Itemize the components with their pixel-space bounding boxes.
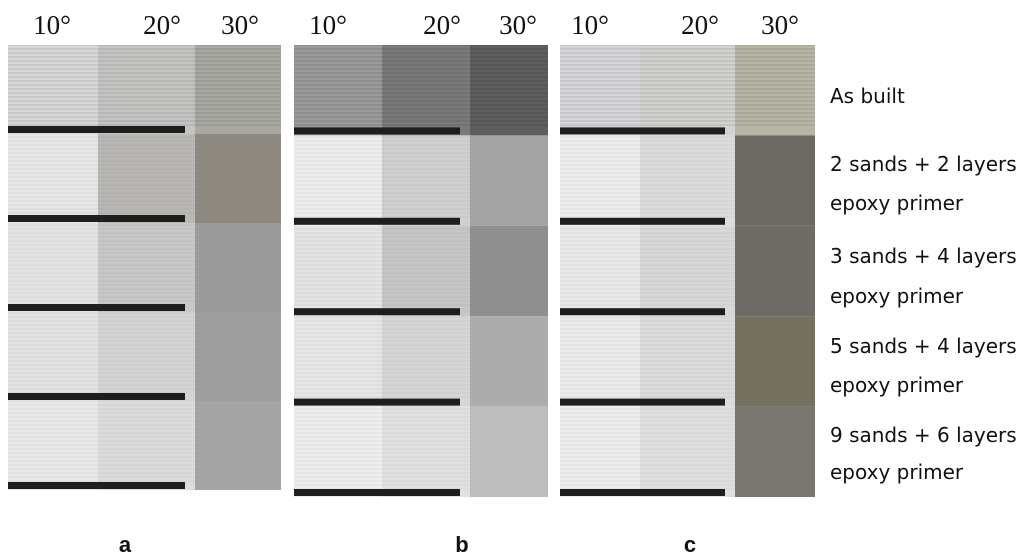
photo-tile [195, 134, 281, 223]
texture [382, 45, 470, 127]
angle-header: 10° [309, 10, 347, 40]
photo-tile [195, 401, 281, 490]
texture [560, 45, 640, 127]
photo-tile [735, 407, 815, 497]
shadow-strip [8, 304, 185, 311]
row-label: 5 sands + 4 layers [830, 334, 1017, 358]
row-label: epoxy primer [830, 373, 964, 397]
texture [294, 407, 382, 489]
texture [382, 407, 470, 489]
shadow-strip [294, 218, 460, 225]
angle-header: 20° [143, 10, 181, 40]
texture [470, 45, 548, 127]
row-label: epoxy primer [830, 460, 964, 484]
angle-header: 30° [761, 10, 799, 40]
texture [195, 45, 281, 126]
shadow-strip [560, 218, 725, 225]
figure: 10° 20° 30° a 10° 20° 30° b 10° 20° 30° c As built 2 … [0, 0, 1024, 557]
texture [640, 226, 735, 308]
photo-tile [470, 407, 548, 497]
texture [382, 135, 470, 217]
texture [640, 407, 735, 489]
panel-label: c [684, 532, 696, 557]
photo-tile [195, 312, 281, 401]
panel-label: b [455, 532, 468, 557]
shadow-strip [560, 308, 725, 315]
texture [560, 407, 640, 489]
texture [8, 45, 98, 126]
texture [640, 316, 735, 398]
photo-tile [470, 316, 548, 406]
photo-tile [735, 316, 815, 406]
photo-tile [735, 226, 815, 316]
shadow-strip [294, 399, 460, 406]
photo-tile [195, 223, 281, 312]
texture [98, 223, 195, 304]
texture [98, 401, 195, 482]
photo-tile [470, 226, 548, 316]
texture [382, 316, 470, 398]
texture [8, 312, 98, 393]
texture [735, 45, 815, 127]
texture [294, 316, 382, 398]
photo-tile [735, 135, 815, 225]
texture [640, 45, 735, 127]
row-label: 2 sands + 2 layers [830, 152, 1017, 176]
texture [294, 45, 382, 127]
angle-header: 10° [571, 10, 609, 40]
texture [560, 316, 640, 398]
shadow-strip [560, 399, 725, 406]
shadow-strip [8, 126, 185, 133]
texture [98, 45, 195, 126]
texture [8, 401, 98, 482]
angle-header: 20° [423, 10, 461, 40]
texture [8, 223, 98, 304]
panel-label: a [119, 532, 132, 557]
shadow-strip [560, 127, 725, 134]
texture [98, 312, 195, 393]
texture [560, 226, 640, 308]
texture [294, 135, 382, 217]
texture [8, 134, 98, 215]
row-label: 9 sands + 6 layers [830, 423, 1017, 447]
row-label: epoxy primer [830, 191, 964, 215]
texture [382, 226, 470, 308]
texture [640, 135, 735, 217]
shadow-strip [294, 489, 460, 496]
photo-tile [470, 135, 548, 225]
texture [560, 135, 640, 217]
angle-header: 30° [499, 10, 537, 40]
row-label: epoxy primer [830, 284, 964, 308]
texture [98, 134, 195, 215]
row-label: As built [830, 84, 905, 108]
shadow-strip [8, 393, 185, 400]
shadow-strip [8, 482, 185, 489]
shadow-strip [8, 215, 185, 222]
row-label: 3 sands + 4 layers [830, 244, 1017, 268]
angle-header: 30° [221, 10, 259, 40]
angle-header: 20° [681, 10, 719, 40]
shadow-strip [294, 308, 460, 315]
shadow-strip [560, 489, 725, 496]
angle-header: 10° [33, 10, 71, 40]
shadow-strip [294, 127, 460, 134]
texture [294, 226, 382, 308]
